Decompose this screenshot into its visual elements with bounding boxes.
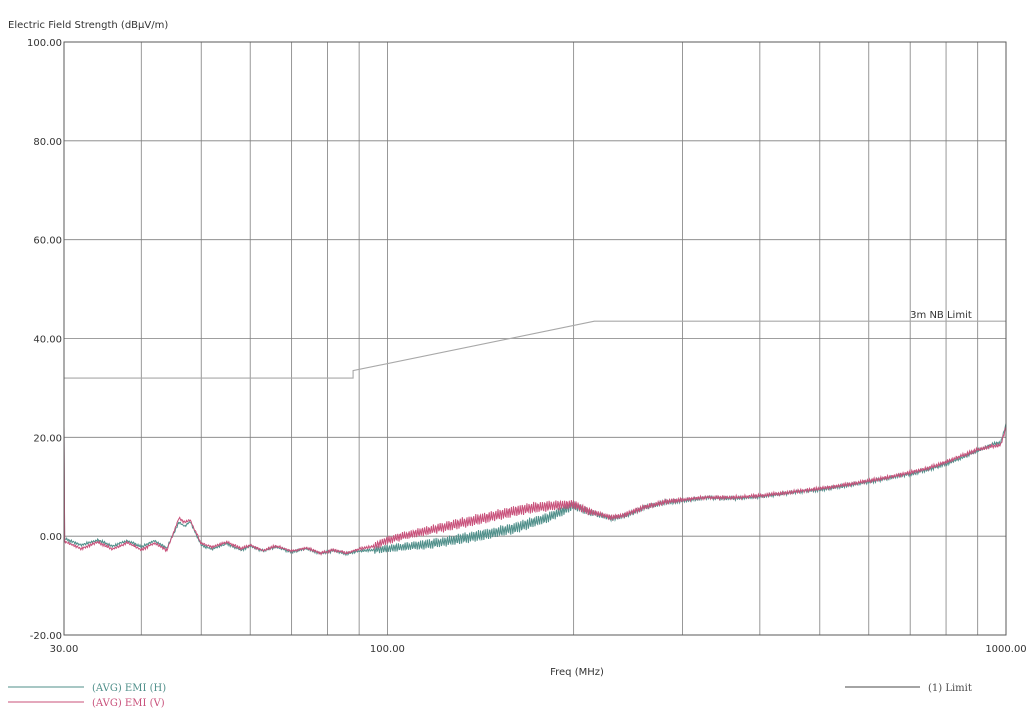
y-tick-label: -20.00 — [30, 631, 62, 642]
y-axis-label: Electric Field Strength (dBµV/m) — [8, 20, 168, 31]
y-tick-label: 0.00 — [40, 532, 62, 543]
annotation-layer: 3m NB Limit — [910, 310, 972, 321]
x-tick-label: 1000.00 — [985, 644, 1026, 655]
y-tick-label: 80.00 — [33, 137, 62, 148]
y-tick-label: 60.00 — [33, 236, 62, 247]
tick-layer: -20.00 0.00 20.00 40.00 60.00 80.00 100.00 30.0… — [27, 38, 1027, 655]
y-tick-label: 100.00 — [27, 38, 62, 49]
legend-label: (AVG) EMI (V) — [92, 698, 165, 709]
series-line-3 — [64, 320, 1006, 379]
series-line-2 — [63, 425, 1007, 556]
y-tick-label: 20.00 — [33, 433, 62, 444]
series-layer — [63, 320, 1007, 557]
x-tick-label: 30.00 — [50, 644, 79, 655]
legend: (AVG) EMI (H) (AVG) EMI (V) (1) Limit — [8, 683, 972, 709]
grid-layer — [64, 41, 1006, 636]
limit-annotation: 3m NB Limit — [910, 310, 972, 321]
legend-label: (1) Limit — [928, 683, 972, 694]
x-tick-label: 100.00 — [370, 644, 405, 655]
series-line-1 — [63, 423, 1007, 557]
plot-frame — [63, 41, 1007, 636]
x-axis-label: Freq (MHz) — [550, 667, 604, 678]
legend-label: (AVG) EMI (H) — [92, 683, 166, 694]
y-tick-label: 40.00 — [33, 335, 62, 346]
